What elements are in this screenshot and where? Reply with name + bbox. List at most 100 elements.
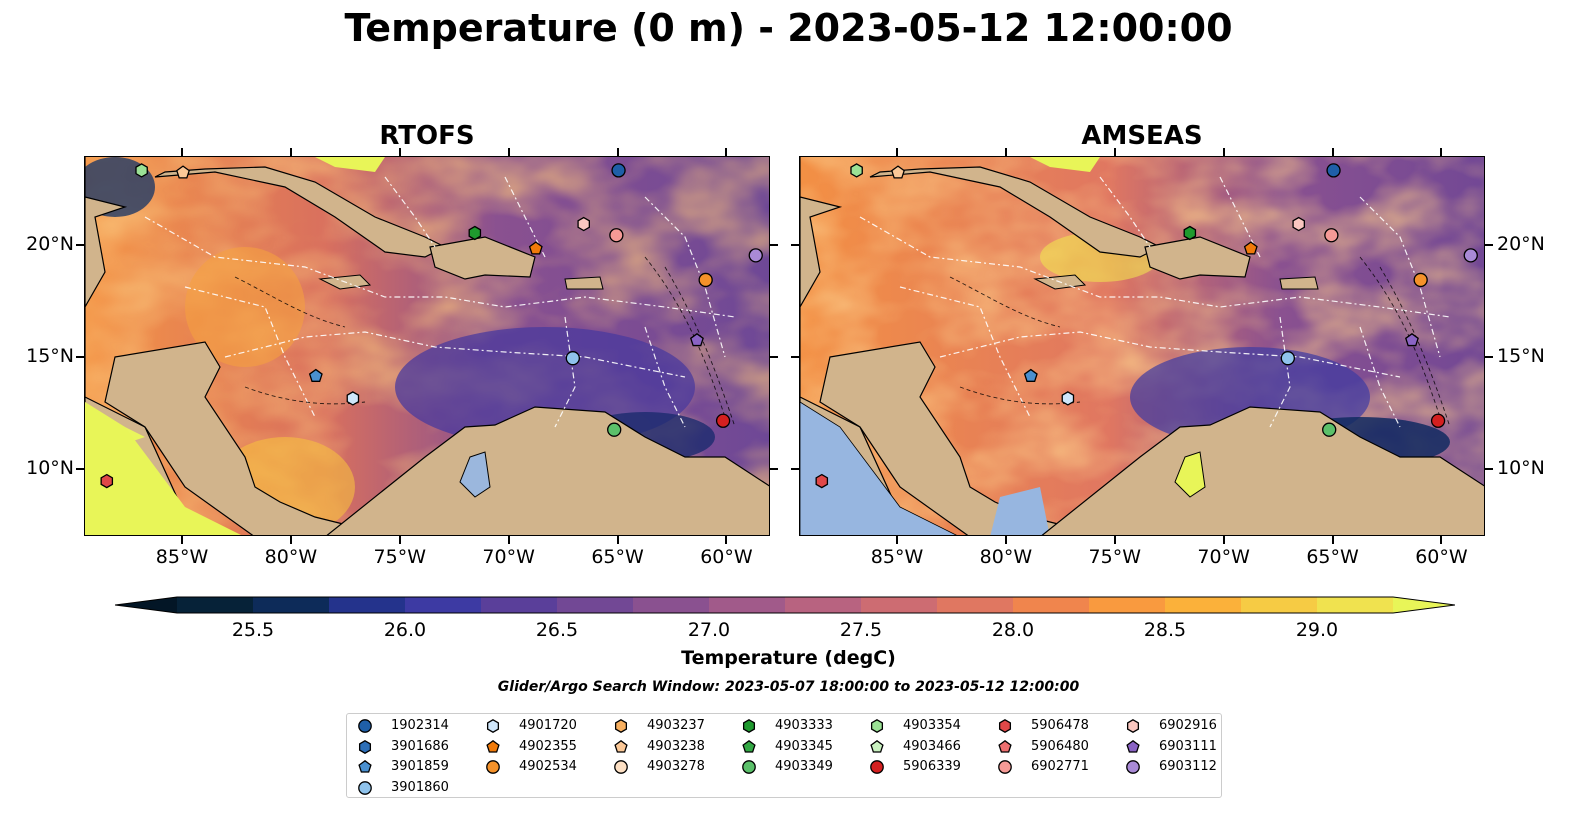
legend-label: 4902534: [519, 759, 577, 774]
float-marker-circle: [1280, 351, 1295, 366]
legend-label: 4903354: [903, 718, 961, 733]
float-marker-hexagon: [577, 216, 590, 232]
x-tick-label: 65°W: [1306, 546, 1359, 568]
pacific-warm-region: [85, 402, 241, 535]
legend-label: 4903237: [647, 718, 705, 733]
x-tick-label: 60°W: [1415, 546, 1468, 568]
x-tick-mark: [507, 148, 510, 156]
legend-label: 5906480: [1031, 738, 1089, 754]
x-tick-mark: [616, 148, 619, 156]
panel-title-rtofs: RTOFS: [379, 121, 475, 151]
colorbar-tick-label: 28.0: [991, 619, 1035, 641]
legend-marker-circle: [358, 719, 372, 733]
colorbar-extend-max: [1393, 597, 1455, 613]
legend-label: 5906339: [903, 759, 961, 774]
float-marker-pentagon: [308, 368, 323, 382]
x-tick-mark: [289, 536, 292, 544]
float-marker-pentagon: [690, 332, 704, 347]
x-tick-label: 75°W: [373, 546, 426, 568]
y-tick-label: 20°N: [1497, 233, 1545, 256]
float-marker-circle: [611, 163, 626, 178]
colorbar-tick-label: 29.0: [1295, 619, 1339, 641]
legend-marker-circle: [614, 760, 628, 774]
colorbar-segment: [405, 597, 482, 613]
x-tick-mark: [1440, 148, 1443, 156]
legend-marker-pentagon: [486, 739, 500, 753]
legend-marker-pentagon: [998, 739, 1012, 753]
x-tick-mark: [181, 148, 183, 156]
x-tick-label: 60°W: [700, 546, 753, 568]
land-cuba: [869, 166, 1162, 258]
y-tick-label: 20°N: [26, 233, 74, 256]
legend-label: 5906478: [1031, 718, 1089, 733]
y-tick-label: 10°N: [1497, 456, 1545, 479]
lake-maracaibo: [1174, 451, 1206, 498]
legend-label: 4903238: [647, 738, 705, 754]
legend-marker-hexagon: [358, 739, 372, 754]
legend-marker-hexagon: [998, 719, 1012, 733]
legend-marker-pentagon: [358, 759, 372, 773]
land-south-america: [326, 406, 769, 535]
colorbar-extend-min: [115, 597, 177, 613]
colorbar-segment: [329, 597, 406, 613]
colorbar-tick-label: 27.0: [687, 619, 731, 641]
x-tick-mark: [725, 536, 728, 544]
x-tick-label: 75°W: [1088, 546, 1141, 568]
legend-marker-circle: [1126, 760, 1140, 774]
y-tick-label: 10°N: [26, 456, 74, 479]
float-marker-circle: [715, 413, 731, 428]
x-tick-mark: [725, 148, 728, 156]
colorbar-segment: [1165, 597, 1242, 613]
land-hispaniola: [1144, 236, 1251, 280]
legend-label: 4903333: [775, 718, 833, 733]
legend-label: 4901720: [519, 718, 577, 733]
legend-label: 3901860: [391, 779, 449, 795]
land-hispaniola: [429, 236, 536, 280]
colorbar-segment: [253, 597, 330, 613]
y-tick-mark: [1485, 467, 1493, 470]
colorbar-tick-label: 28.5: [1143, 619, 1187, 641]
legend-marker-pentagon: [614, 739, 628, 753]
float-marker-hexagon: [1183, 225, 1197, 241]
legend-label: 6903111: [1159, 738, 1217, 754]
float-marker-hexagon: [468, 225, 482, 241]
colorbar-tick-label: 25.5: [231, 619, 275, 641]
x-tick-mark: [289, 148, 292, 156]
legend-label: 4902355: [519, 738, 577, 754]
float-marker-hexagon: [1292, 216, 1305, 232]
x-tick-mark: [1222, 536, 1225, 544]
land-puerto-rico: [1279, 276, 1319, 290]
legend-label: 3901859: [391, 759, 449, 774]
colorbar-tick-label: 27.5: [839, 619, 883, 641]
legend-label: 6902916: [1159, 718, 1217, 733]
y-tick-mark: [770, 356, 778, 359]
y-tick-mark: [1485, 244, 1493, 247]
legend-marker-circle: [486, 760, 500, 774]
colorbar-segment: [937, 597, 1014, 613]
x-tick-label: 85°W: [870, 546, 924, 568]
colorbar-tick-label: 26.5: [535, 619, 579, 641]
float-marker-hexagon: [850, 163, 863, 178]
legend-marker-circle: [870, 760, 884, 774]
y-tick-mark: [76, 467, 84, 470]
x-tick-mark: [1331, 148, 1334, 156]
legend-marker-circle: [998, 760, 1012, 774]
colorbar-segment: [709, 597, 786, 613]
x-tick-label: 70°W: [482, 546, 535, 568]
float-markers: [815, 163, 1478, 489]
legend-label: 4903466: [903, 738, 961, 754]
float-marker-circle: [1413, 272, 1428, 288]
colorbar: [114, 592, 1456, 618]
colorbar-segment: [861, 597, 938, 613]
y-tick-label: 15°N: [26, 345, 74, 368]
x-tick-label: 80°W: [979, 546, 1033, 568]
float-marker-circle: [748, 248, 763, 263]
pacific-no-data: [990, 487, 1050, 535]
y-tick-mark: [76, 356, 84, 359]
float-marker-circle: [1324, 228, 1339, 243]
legend-label: 4903349: [775, 759, 833, 774]
float-legend: 1902314 3901686 3901859 3901860 4901720 49023…: [346, 713, 1222, 798]
x-tick-label: 85°W: [155, 546, 209, 568]
colorbar-title: Temperature (degC): [681, 647, 896, 669]
land-puerto-rico: [564, 276, 604, 290]
